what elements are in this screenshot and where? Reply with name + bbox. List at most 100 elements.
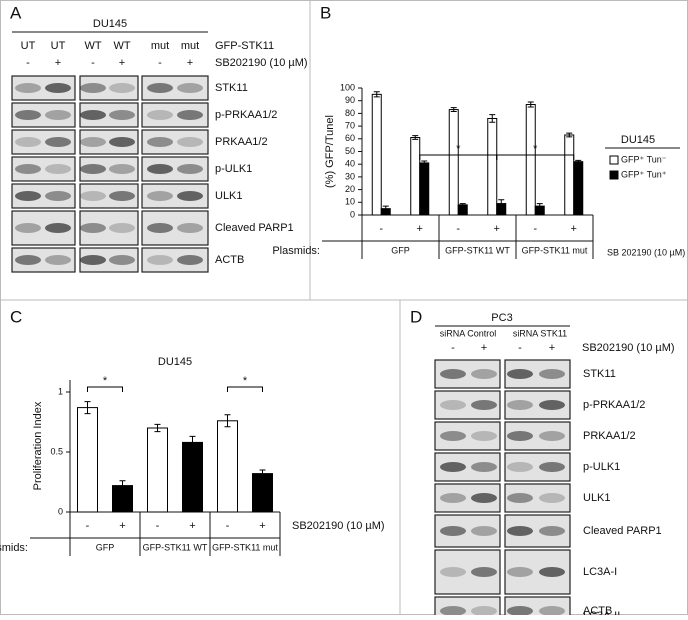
blot-band [471, 493, 497, 503]
blot-block [434, 549, 501, 595]
blot-band [147, 191, 173, 201]
x-tick-label: - [456, 223, 460, 235]
y-tick-label: 60 [345, 133, 355, 143]
band-label: PRKAA1/2 [583, 430, 636, 442]
y-axis-label: Proliferation Index [32, 401, 44, 490]
blot-band [147, 223, 173, 233]
blot-band [15, 191, 41, 201]
blot-band [80, 223, 106, 233]
blot-band [471, 567, 497, 577]
blot-band [147, 137, 173, 147]
legend-title: DU145 [621, 134, 655, 146]
band-label: p-ULK1 [215, 163, 252, 175]
significance-bracket [87, 386, 123, 392]
blot-band [177, 137, 203, 147]
bar [252, 473, 273, 513]
blot-band [177, 255, 203, 265]
blot-block [434, 421, 501, 451]
blot-band [177, 164, 203, 174]
lane-label: UT [51, 40, 66, 52]
band-label: PRKAA1/2 [215, 136, 268, 148]
panel-letter: D [410, 307, 422, 326]
legend-label: GFP⁺ Tun⁻ [621, 154, 667, 164]
error-bar [527, 101, 534, 108]
blot-band [80, 191, 106, 201]
blot-band [539, 526, 565, 536]
blot-band [15, 164, 41, 174]
panel-letter: B [320, 3, 331, 22]
blot-band [15, 255, 41, 265]
blot-block [79, 75, 139, 101]
blot-band [15, 83, 41, 93]
group-prefix: Plasmids: [272, 245, 320, 257]
blot-band [440, 567, 466, 577]
blot-band [539, 606, 565, 616]
bar [217, 420, 238, 513]
x-tick-label: - [379, 223, 383, 235]
group-label: GFP-STK11 WT [143, 542, 208, 552]
error-bar [498, 199, 505, 208]
blot-band [80, 255, 106, 265]
group-label: GFP-STK11 mut [522, 245, 588, 255]
x-tick-label: + [417, 223, 423, 235]
y-tick-label: 0.5 [50, 446, 63, 456]
treatment-label: + [119, 57, 125, 69]
band-label: ULK1 [583, 492, 611, 504]
bar [182, 441, 203, 513]
blot-band [440, 400, 466, 410]
blot-band [440, 462, 466, 472]
blot-band [15, 137, 41, 147]
group-label: siRNA Control [440, 328, 497, 338]
bar [487, 117, 498, 216]
blot-band [109, 223, 135, 233]
blot-band [80, 137, 106, 147]
lane-label: WT [84, 40, 101, 52]
y-tick-label: 70 [345, 120, 355, 130]
blot-band [45, 137, 71, 147]
treatment-label: SB 202190 (10 µM) [607, 247, 685, 257]
treatment-label: + [549, 342, 555, 354]
error-bar [536, 203, 543, 210]
lane-label: mut [151, 40, 169, 52]
band-label: Cleaved PARP1 [583, 525, 662, 537]
x-tick-label: - [86, 520, 90, 532]
blot-band [440, 493, 466, 503]
y-tick-label: 30 [345, 171, 355, 181]
blot-band [507, 462, 533, 472]
band-label: p-ULK1 [583, 461, 620, 473]
significance-bracket [227, 386, 263, 392]
blot-band [45, 164, 71, 174]
bar [419, 162, 430, 216]
blot-band [471, 526, 497, 536]
blot-band [80, 83, 106, 93]
bar [147, 427, 168, 513]
x-tick-label: - [226, 520, 230, 532]
blot-band [539, 462, 565, 472]
blot-band [45, 255, 71, 265]
group-label: GFP [96, 542, 115, 552]
x-tick-label: + [119, 520, 125, 532]
chart-title: DU145 [158, 356, 192, 368]
y-tick-label: 0 [350, 209, 355, 219]
bar [573, 161, 584, 216]
y-tick-label: 100 [340, 82, 355, 92]
legend-swatch [609, 155, 619, 165]
band-label: p-PRKAA1/2 [215, 109, 277, 121]
y-tick-label: 90 [345, 95, 355, 105]
error-bar [224, 414, 231, 428]
blot-band [507, 526, 533, 536]
x-tick-label: - [533, 223, 537, 235]
treatment-label: - [451, 342, 455, 354]
error-bar [373, 91, 380, 98]
y-tick-label: 1 [58, 386, 63, 396]
blot-band [539, 369, 565, 379]
significance-star: * [103, 375, 108, 387]
bar [371, 93, 382, 216]
blot-band [177, 110, 203, 120]
lane-label: mut [181, 40, 199, 52]
significance-star: * [533, 143, 538, 155]
blot-band [440, 431, 466, 441]
band-label: STK11 [215, 82, 248, 94]
blot-band [471, 431, 497, 441]
group-prefix: Plasmids: [0, 542, 28, 554]
